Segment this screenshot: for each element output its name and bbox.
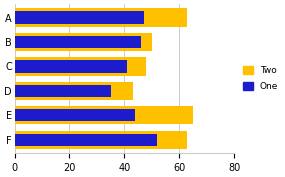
Legend: Two, One: Two, One: [241, 64, 281, 94]
Bar: [15, 106, 193, 124]
Bar: [15, 36, 141, 48]
Bar: [15, 60, 127, 73]
Bar: [15, 109, 135, 121]
Bar: [15, 57, 146, 76]
Bar: [15, 134, 157, 146]
Bar: [15, 85, 111, 97]
Bar: [15, 82, 133, 100]
Bar: [15, 8, 188, 27]
Bar: [15, 33, 152, 51]
Bar: [15, 12, 144, 24]
Bar: [15, 130, 188, 149]
